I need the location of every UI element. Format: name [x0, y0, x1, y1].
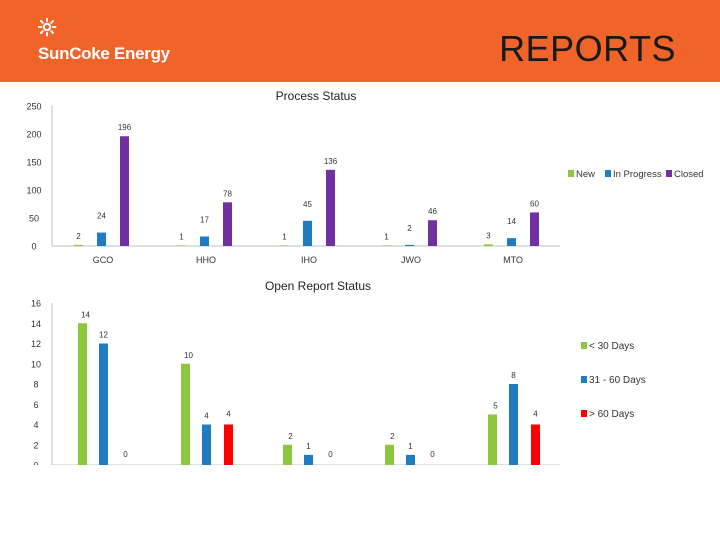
data-label: 3: [486, 231, 491, 240]
data-label: 1: [408, 442, 413, 451]
legend-label: New: [576, 169, 595, 180]
y-tick-label: 12: [31, 339, 41, 349]
data-label: 45: [303, 200, 312, 209]
bar-jwo-0: [382, 245, 391, 246]
bar-hho-1: [202, 424, 211, 465]
bar-jwo-2: [428, 220, 437, 246]
bar-gco-0: [74, 244, 83, 246]
data-label: 0: [328, 450, 333, 459]
sun-icon: [38, 18, 57, 37]
category-label: IHO: [301, 255, 317, 265]
y-tick-label: 150: [26, 158, 41, 168]
data-label: 14: [81, 310, 90, 319]
company-logo: SunCoke Energy: [38, 18, 178, 68]
data-label: 5: [493, 401, 498, 410]
legend-swatch: [568, 170, 574, 177]
y-tick-label: 0: [31, 242, 36, 252]
legend-label: In Progress: [613, 169, 662, 180]
data-label: 12: [99, 331, 108, 340]
data-label: 4: [204, 412, 209, 421]
y-tick-label: 10: [31, 359, 41, 369]
bar-iho-0: [280, 245, 289, 246]
legend-label: Closed: [674, 169, 704, 180]
y-tick-label: 16: [31, 299, 41, 309]
data-label: 2: [288, 432, 293, 441]
data-label: 136: [324, 157, 338, 166]
bar-gco-1: [99, 343, 108, 465]
data-label: 4: [533, 410, 538, 419]
category-label: HHO: [196, 255, 216, 265]
bar-mto-2: [531, 424, 540, 465]
header-banner: SunCoke Energy REPORTS: [0, 0, 720, 82]
bar-hho-2: [224, 424, 233, 465]
bar-hho-1: [200, 236, 209, 246]
bar-gco-0: [78, 323, 87, 465]
y-tick-label: 200: [26, 130, 41, 140]
bar-iho-1: [304, 454, 313, 465]
bar-mto-0: [484, 244, 493, 246]
category-label: GCO: [93, 255, 114, 265]
data-label: 196: [118, 123, 132, 132]
bar-iho-2: [326, 169, 335, 246]
data-label: 0: [123, 450, 128, 459]
chart-title: Process Status: [276, 89, 357, 103]
y-tick-label: 2: [33, 440, 38, 450]
bar-jwo-1: [406, 454, 415, 465]
y-tick-label: 0: [33, 461, 38, 466]
data-label: 1: [179, 232, 184, 241]
bar-jwo-1: [405, 244, 414, 246]
bar-gco-1: [97, 232, 106, 246]
page-title: REPORTS: [499, 28, 676, 69]
data-label: 1: [384, 232, 389, 241]
data-label: 2: [390, 432, 395, 441]
bar-gco-2: [120, 136, 129, 246]
legend-swatch: [666, 170, 672, 177]
data-label: 2: [76, 232, 81, 241]
data-label: 17: [200, 215, 209, 224]
y-tick-label: 250: [26, 102, 41, 112]
data-label: 0: [430, 450, 435, 459]
data-label: 46: [428, 207, 437, 216]
data-label: 2: [407, 224, 412, 233]
legend-swatch: [605, 170, 611, 177]
bar-mto-1: [509, 384, 518, 465]
data-label: 8: [511, 371, 516, 380]
data-label: 14: [507, 217, 516, 226]
y-tick-label: 100: [26, 186, 41, 196]
data-label: 78: [223, 189, 232, 198]
bar-mto-0: [488, 414, 497, 465]
legend-label: > 60 Days: [589, 409, 634, 420]
bar-iho-0: [283, 444, 292, 465]
bar-mto-2: [530, 212, 539, 246]
y-tick-label: 14: [31, 319, 41, 329]
data-label: 10: [184, 351, 193, 360]
category-label: JWO: [401, 255, 421, 265]
bar-iho-1: [303, 220, 312, 246]
legend-swatch: [581, 342, 587, 349]
y-tick-label: 8: [33, 380, 38, 390]
data-label: 1: [282, 232, 287, 241]
data-label: 60: [530, 199, 539, 208]
category-label: MTO: [503, 255, 523, 265]
data-label: 24: [97, 212, 106, 221]
legend-swatch: [581, 410, 587, 417]
y-tick-label: 4: [33, 420, 38, 430]
data-label: 4: [226, 410, 231, 419]
bar-mto-1: [507, 238, 516, 246]
bar-hho-0: [177, 245, 186, 246]
data-label: 1: [306, 442, 311, 451]
bar-hho-2: [223, 202, 232, 246]
y-tick-label: 6: [33, 400, 38, 410]
open-report-status-chart: 0246810121416Open Report Status14120GCO1…: [31, 279, 646, 466]
chart-title: Open Report Status: [265, 279, 371, 293]
bar-hho-0: [181, 363, 190, 465]
process-status-chart: 0 50 100 150 200 250 Process Status 2 24 196 GCO 1 1…: [26, 89, 704, 265]
legend-label: 31 - 60 Days: [589, 375, 646, 386]
y-tick-label: 50: [29, 214, 39, 224]
legend-label: < 30 Days: [589, 341, 634, 352]
legend-swatch: [581, 376, 587, 383]
bar-jwo-0: [385, 444, 394, 465]
brand-name: SunCoke Energy: [38, 44, 170, 63]
